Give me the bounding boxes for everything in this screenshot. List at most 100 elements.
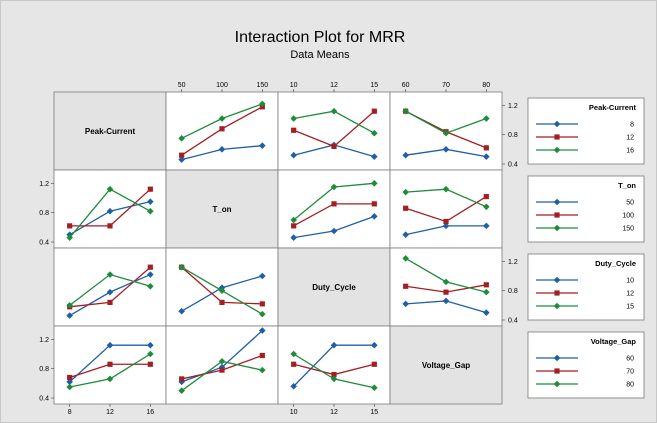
panel-t-on-by-voltage-gap — [178, 327, 266, 394]
data-point-peak-current-12 — [219, 126, 225, 132]
legend-entry-label: 50 — [626, 200, 634, 207]
y-tick-label: 1.2 — [39, 337, 49, 344]
data-point-t-on-150 — [483, 203, 490, 211]
data-point-t-on-100 — [483, 193, 489, 200]
data-point-peak-current-12 — [179, 152, 185, 158]
data-point-duty-cycle-15 — [147, 207, 154, 215]
data-point-t-on-150 — [442, 185, 450, 193]
legend-entry-label: 12 — [626, 291, 634, 298]
x-tick-label: 10 — [290, 409, 298, 416]
data-point-voltage-gap-80 — [106, 375, 114, 383]
data-point-duty-cycle-12 — [107, 223, 113, 229]
panel-r3-c0 — [53, 325, 167, 405]
legend-marker — [554, 368, 560, 374]
legend-title: Voltage_Gap — [591, 337, 637, 346]
y-tick-label: 0.8 — [508, 132, 518, 139]
panel-duty-cycle-by-voltage-gap — [290, 341, 378, 392]
data-point-duty-cycle-12 — [107, 299, 113, 305]
panel-peak-current-by-voltage-gap — [66, 341, 154, 391]
data-point-t-on-50 — [483, 309, 490, 316]
data-point-peak-current-16 — [371, 129, 378, 137]
data-point-peak-current-8 — [178, 156, 185, 163]
panel-peak-current-by-duty-cycle — [66, 185, 154, 241]
data-point-t-on-100 — [443, 289, 449, 295]
y-tick-label: 0.8 — [39, 210, 49, 217]
data-point-voltage-gap-80 — [330, 375, 338, 383]
data-point-duty-cycle-10 — [259, 272, 266, 280]
legend-marker — [553, 120, 561, 128]
x-tick-label: 12 — [330, 409, 338, 416]
x-tick-label: 10 — [290, 82, 298, 89]
x-tick-label: 16 — [146, 409, 154, 416]
data-point-peak-current-16 — [259, 100, 266, 108]
legend-entry-label: 100 — [622, 213, 634, 220]
factor-label-duty-cycle: Duty_Cycle — [312, 283, 356, 292]
panel-r2-c0 — [53, 247, 167, 327]
data-point-peak-current-16 — [218, 115, 226, 122]
data-point-t-on-150 — [402, 255, 409, 262]
data-point-t-on-50 — [402, 300, 409, 308]
data-point-voltage-gap-80 — [259, 366, 266, 374]
data-point-voltage-gap-70 — [291, 361, 297, 367]
y-tick-label: 1.2 — [39, 181, 49, 188]
data-point-t-on-150 — [330, 183, 338, 191]
data-point-voltage-gap-70 — [371, 361, 377, 367]
data-point-duty-cycle-10 — [147, 271, 154, 278]
data-point-peak-current-12 — [371, 108, 377, 114]
data-point-duty-cycle-12 — [67, 223, 73, 229]
data-point-peak-current-8 — [259, 142, 266, 149]
panel-t-on-by-peak-current — [178, 100, 266, 163]
data-point-duty-cycle-15 — [259, 310, 266, 318]
data-point-peak-current-8 — [442, 146, 450, 153]
data-point-duty-cycle-12 — [219, 299, 225, 305]
legend-box — [527, 253, 645, 321]
data-point-peak-current-16 — [402, 107, 409, 115]
data-point-duty-cycle-15 — [178, 263, 185, 271]
legend-marker — [554, 212, 560, 218]
data-point-t-on-50 — [483, 222, 490, 230]
data-point-duty-cycle-15 — [106, 271, 114, 278]
data-point-duty-cycle-10 — [66, 312, 73, 319]
data-point-t-on-50 — [442, 222, 450, 230]
legend-entry-label: 70 — [626, 369, 634, 376]
legend-box — [527, 97, 645, 165]
data-point-duty-cycle-10 — [106, 288, 114, 296]
legend-entry-label: 60 — [626, 356, 634, 363]
data-point-voltage-gap-70 — [331, 371, 337, 378]
y-tick-label: 1.2 — [508, 259, 518, 266]
panel-t-on-by-duty-cycle — [66, 264, 154, 319]
chart-title: Interaction Plot for MRR — [235, 29, 406, 46]
legend-duty-cycle: Duty_Cycle 10 12 15 — [527, 253, 645, 321]
legend-marker — [553, 198, 561, 206]
data-point-t-on-100 — [483, 282, 489, 288]
y-tick-label: 0.4 — [39, 396, 49, 403]
data-point-voltage-gap-80 — [218, 358, 226, 365]
y-tick-label: 0.8 — [39, 366, 49, 373]
legend-peak-current: Peak-Current 8 12 16 — [527, 97, 645, 165]
x-tick-label: 15 — [370, 82, 378, 89]
data-point-duty-cycle-12 — [147, 186, 153, 192]
panel-duty-cycle-by-peak-current — [290, 107, 378, 160]
legend-title: Duty_Cycle — [595, 259, 636, 268]
legend-entry-label: 16 — [626, 148, 634, 155]
legend-entry-label: 8 — [630, 122, 634, 129]
legend-marker — [553, 146, 561, 154]
x-tick-label: 12 — [330, 82, 338, 89]
legend-marker — [553, 380, 561, 388]
data-point-voltage-gap-60 — [290, 382, 297, 390]
data-point-peak-current-8 — [402, 151, 409, 159]
data-point-duty-cycle-15 — [106, 185, 114, 193]
diagonal-panel-voltage-gap — [389, 325, 503, 405]
panel-voltage-gap-by-t-on — [402, 255, 490, 316]
data-point-voltage-gap-80 — [66, 383, 73, 391]
x-tick-label: 15 — [370, 409, 378, 416]
panel-voltage-gap-by-duty-cycle — [178, 263, 266, 318]
legend-entry-label: 10 — [626, 278, 634, 285]
data-point-duty-cycle-12 — [259, 301, 265, 307]
data-point-duty-cycle-10 — [147, 198, 154, 205]
data-point-t-on-50 — [290, 234, 297, 241]
data-point-voltage-gap-60 — [147, 341, 154, 349]
y-tick-label: 0.8 — [508, 288, 518, 295]
legend-box — [527, 331, 645, 399]
